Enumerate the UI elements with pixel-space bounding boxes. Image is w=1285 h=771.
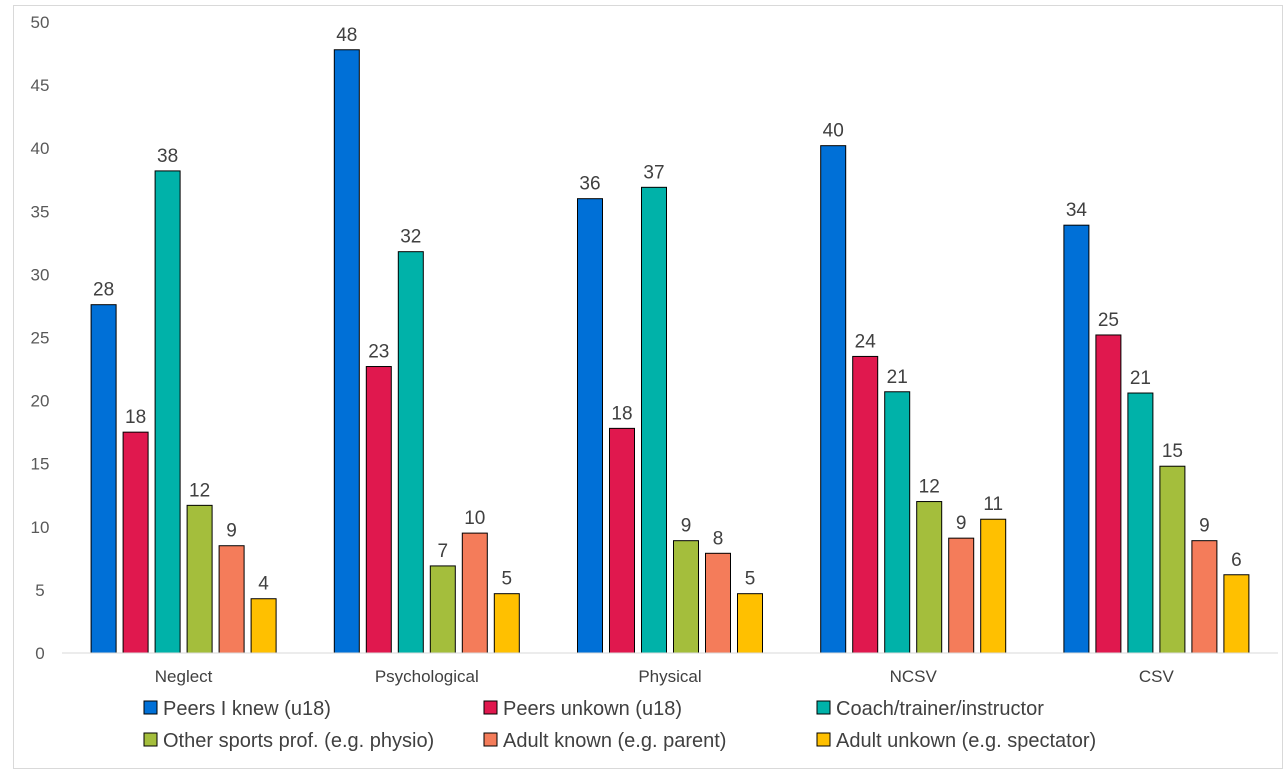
data-label: 15 <box>1162 441 1183 462</box>
data-label: 9 <box>226 521 237 542</box>
bar <box>820 145 847 654</box>
bar <box>1095 334 1122 654</box>
bar <box>1159 465 1186 654</box>
y-tick-label: 15 <box>31 455 50 474</box>
bar <box>122 431 149 654</box>
data-label: 48 <box>336 25 357 46</box>
y-tick-label: 10 <box>31 518 50 537</box>
legend: Peers I knew (u18) Peers unkown (u18) Coac… <box>143 698 1096 752</box>
data-label: 28 <box>93 280 114 301</box>
legend-label: Other sports prof. (e.g. physio) <box>163 730 434 752</box>
y-tick-label: 50 <box>31 13 50 32</box>
bar <box>948 537 975 654</box>
bar <box>365 366 392 654</box>
data-label: 32 <box>400 227 421 248</box>
bars-group <box>90 49 1250 654</box>
bar <box>673 540 699 654</box>
legend-label: Adult known (e.g. parent) <box>503 730 726 752</box>
bar <box>250 598 277 654</box>
bar <box>397 251 424 654</box>
x-axis: Neglect Psychological Physical NCSV CSV <box>62 652 1278 686</box>
data-label: 7 <box>438 541 449 562</box>
data-label: 36 <box>579 174 600 195</box>
data-label: 21 <box>887 367 908 388</box>
data-label: 5 <box>745 569 756 590</box>
bar <box>493 593 520 654</box>
bar <box>154 170 181 654</box>
data-label: 12 <box>189 480 210 501</box>
data-label: 25 <box>1098 310 1119 331</box>
legend-swatch <box>483 732 498 747</box>
bar <box>186 504 213 654</box>
bar <box>916 501 943 654</box>
legend-swatch <box>816 732 831 747</box>
legend-label: Coach/trainer/instructor <box>836 698 1044 720</box>
bar <box>429 565 456 654</box>
bar <box>1127 392 1154 654</box>
bar <box>90 304 117 654</box>
bar <box>1223 574 1250 654</box>
data-label: 8 <box>713 528 724 549</box>
data-label: 24 <box>855 331 877 352</box>
data-label: 23 <box>368 342 389 363</box>
x-tick-label: Neglect <box>155 667 213 686</box>
legend-label: Peers I knew (u18) <box>163 698 331 720</box>
y-axis: 0 5 10 15 20 25 30 35 40 45 50 <box>31 13 50 663</box>
data-label: 9 <box>1199 516 1210 537</box>
bar <box>980 518 1007 654</box>
bar <box>609 427 635 654</box>
bar <box>1063 224 1090 654</box>
data-label: 37 <box>643 162 664 183</box>
x-tick-label: CSV <box>1139 667 1175 686</box>
bar <box>333 49 360 654</box>
bar <box>705 552 731 654</box>
bar <box>737 593 763 654</box>
legend-label: Peers unkown (u18) <box>503 698 682 720</box>
bar <box>461 532 488 654</box>
y-tick-label: 20 <box>31 392 50 411</box>
bar <box>577 198 603 654</box>
x-tick-label: Psychological <box>375 667 479 686</box>
legend-swatch <box>143 732 158 747</box>
data-label: 4 <box>258 574 269 595</box>
data-label: 5 <box>502 569 513 590</box>
data-label: 12 <box>919 477 940 498</box>
legend-swatch <box>483 700 498 715</box>
y-tick-label: 25 <box>31 329 50 348</box>
chart-frame <box>13 5 1283 769</box>
bar <box>884 391 911 654</box>
data-label: 18 <box>125 407 146 428</box>
y-tick-label: 35 <box>31 202 50 221</box>
data-label: 21 <box>1130 368 1151 389</box>
data-label: 10 <box>464 508 485 529</box>
y-tick-label: 30 <box>31 265 50 284</box>
y-tick-label: 5 <box>35 581 44 600</box>
bar <box>1191 540 1218 654</box>
data-label: 9 <box>956 513 967 534</box>
legend-swatch <box>816 700 831 715</box>
x-tick-label: Physical <box>638 667 701 686</box>
data-label: 18 <box>611 403 632 424</box>
data-label: 40 <box>823 121 844 142</box>
legend-label: Adult unkown (e.g. spectator) <box>836 730 1096 752</box>
data-label: 9 <box>681 516 692 537</box>
y-tick-label: 40 <box>31 139 50 158</box>
data-labels-group: 2818381294482332710536183798540242112911… <box>93 25 1242 595</box>
bar <box>218 545 245 654</box>
data-label: 38 <box>157 146 178 167</box>
y-tick-label: 0 <box>35 644 44 663</box>
data-label: 6 <box>1231 550 1242 571</box>
bar <box>852 355 879 654</box>
legend-swatch <box>143 700 158 715</box>
data-label: 34 <box>1066 200 1088 221</box>
x-tick-label: NCSV <box>890 667 938 686</box>
data-label: 11 <box>983 494 1003 515</box>
bar <box>641 186 667 654</box>
y-tick-label: 45 <box>31 76 50 95</box>
